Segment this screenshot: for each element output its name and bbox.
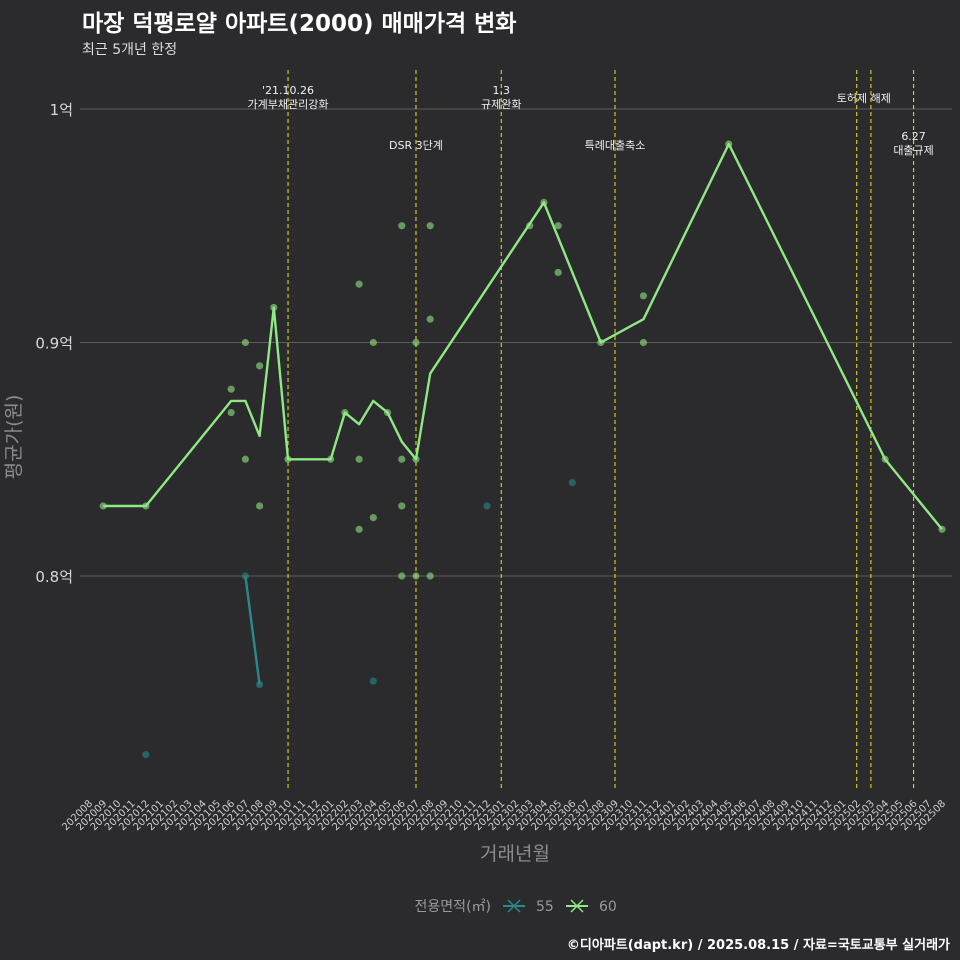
- event-label: 특례대출축소: [585, 139, 646, 152]
- x-axis-ticks: 2020082020092020102020112020122021012021…: [60, 798, 948, 833]
- y-tick-label: 1억: [50, 101, 73, 119]
- legend-entry-60: 60: [566, 899, 617, 915]
- legend-key-mark: [507, 899, 521, 913]
- chart-title: 마장 덕평로얄 아파트(2000) 매매가격 변화: [82, 11, 517, 37]
- legend-label: 55: [536, 899, 554, 915]
- data-point: [426, 572, 434, 580]
- event-lines: [287, 70, 915, 790]
- data-point: [398, 502, 406, 510]
- series-60: [99, 140, 946, 580]
- data-point: [568, 479, 576, 487]
- y-tick-label: 0.9억: [35, 335, 73, 353]
- x-axis-title: 거래년월: [480, 843, 550, 865]
- data-point: [369, 514, 377, 522]
- data-point: [426, 315, 434, 323]
- data-point: [142, 751, 150, 759]
- event-label: 토허제 해제: [837, 91, 891, 105]
- data-point: [639, 338, 648, 347]
- event-label: 대출규제: [893, 144, 933, 157]
- event-label: 규제완화: [481, 98, 521, 111]
- data-point: [227, 408, 235, 417]
- data-point: [256, 502, 264, 510]
- chart-subtitle: 최근 5개년 한정: [82, 42, 178, 58]
- data-point: [412, 338, 420, 347]
- data-point: [355, 280, 363, 288]
- legend-title: 전용면적(㎡): [415, 899, 491, 915]
- data-point: [639, 292, 648, 300]
- data-point: [256, 362, 264, 370]
- legend-entry-55: 55: [503, 899, 554, 915]
- data-series: [99, 140, 946, 759]
- source-caption: ©디아파트(dapt.kr) / 2025.08.15 / 자료=국토교통부 실…: [566, 938, 950, 953]
- series-line: [103, 142, 943, 531]
- data-point: [554, 222, 562, 230]
- data-point: [369, 677, 377, 685]
- legend: 전용면적(㎡) 55 60: [415, 899, 617, 915]
- data-point: [426, 222, 434, 230]
- data-point: [412, 572, 420, 580]
- data-point: [241, 572, 249, 580]
- series-55: [142, 479, 576, 759]
- data-point: [483, 502, 491, 510]
- legend-key-mark: [570, 899, 584, 913]
- y-tick-label: 0.8억: [35, 568, 73, 586]
- y-axis-ticks: 0.8억 0.9억 1억: [35, 101, 73, 586]
- data-point: [355, 455, 363, 463]
- data-point: [355, 525, 363, 533]
- data-point: [398, 222, 406, 230]
- event-label: '21.10.26: [262, 84, 314, 97]
- grid-lines: [80, 108, 952, 577]
- data-point: [241, 338, 249, 347]
- data-point: [241, 455, 249, 463]
- series-line: [244, 575, 261, 685]
- event-label: 가계부채관리강화: [248, 98, 329, 111]
- data-point: [398, 572, 406, 580]
- y-axis-title: 평균가(원): [3, 395, 25, 480]
- event-label: DSR 3단계: [389, 139, 443, 152]
- data-point: [554, 268, 562, 277]
- data-point: [227, 385, 235, 393]
- event-label: 1.3: [493, 84, 511, 97]
- legend-label: 60: [599, 899, 617, 915]
- event-label: 6.27: [901, 130, 926, 143]
- data-point: [398, 455, 406, 463]
- data-point: [369, 338, 377, 347]
